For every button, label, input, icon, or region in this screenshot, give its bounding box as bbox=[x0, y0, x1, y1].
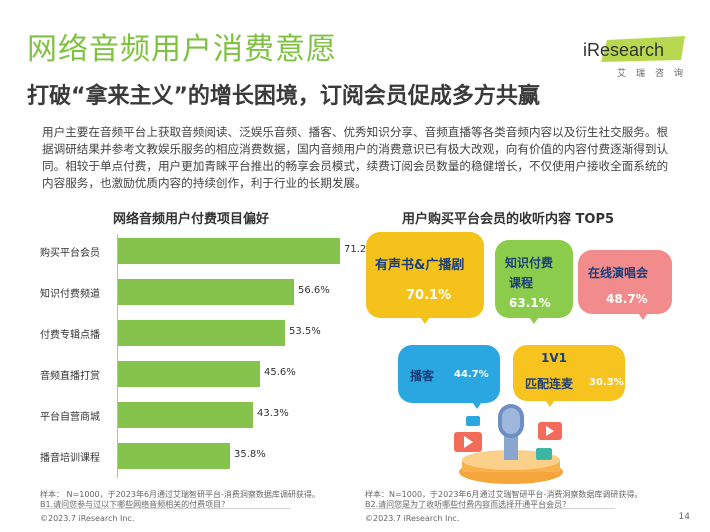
bubble-tail bbox=[470, 399, 484, 409]
bar-row: 知识付费频道 56.6% bbox=[40, 279, 360, 305]
bar-value-label: 56.6% bbox=[298, 285, 330, 296]
bar-category-label: 付费专辑点播 bbox=[40, 330, 100, 341]
bar-row: 平台自营商城 43.3% bbox=[40, 402, 360, 428]
bar-row: 付费专辑点播 53.5% bbox=[40, 320, 360, 346]
page-title: 网络音频用户消费意愿 bbox=[27, 32, 337, 67]
logo-subtitle: 艾瑞咨询 bbox=[617, 69, 694, 79]
right-note-sample: 样本：N=1000，于2023年6月通过艾瑞智研平台-消费洞察数据库调研获得。 bbox=[365, 490, 643, 499]
bar bbox=[118, 238, 340, 264]
left-note-sample: 样本： N=1000，于2023年6月通过艾瑞智研平台-消费洞察数据库调研获得。 bbox=[40, 490, 320, 499]
bubble: 知识付费课程 63.1% bbox=[495, 240, 573, 324]
bubble-tail bbox=[418, 314, 432, 324]
bubble-value: 30.3% bbox=[589, 377, 624, 388]
bubble-value: 63.1% bbox=[509, 296, 551, 310]
bubble-label-line2: 匹配连麦 bbox=[525, 377, 574, 391]
bar-category-label: 购买平台会员 bbox=[40, 248, 100, 259]
bubble-label: 知识付费 bbox=[505, 256, 554, 270]
right-chart-title: 用户购买平台会员的收听内容 TOP5 bbox=[402, 212, 615, 227]
bubble-tail bbox=[527, 314, 541, 324]
right-note-question: B2.请问您是为了收听哪些付费内容而选择开通平台会员？ bbox=[365, 500, 571, 509]
bar-row: 音频直播打赏 45.6% bbox=[40, 361, 360, 387]
bubble-tail bbox=[636, 310, 650, 320]
bar-value-label: 45.6% bbox=[264, 367, 296, 378]
logo-mark-icon bbox=[601, 36, 685, 62]
bar-value-label: 71.2% bbox=[344, 244, 376, 255]
bubble-label: 1V1 bbox=[541, 351, 567, 365]
page-number: 14 bbox=[678, 512, 690, 522]
payment-preference-bar-chart: 购买平台会员 71.2% 知识付费频道 56.6% 付费专辑点播 53.5% 音频直播打赏 4… bbox=[40, 234, 376, 482]
bubble: 有声书&广播剧 70.1% bbox=[366, 232, 484, 324]
bubble-tail bbox=[543, 397, 557, 407]
iresearch-logo: iResearch 艾瑞咨询 bbox=[577, 34, 687, 84]
bubble-value: 48.7% bbox=[606, 292, 648, 306]
bar-value-label: 53.5% bbox=[289, 326, 321, 337]
bubble-label-line2: 课程 bbox=[509, 276, 534, 290]
bar bbox=[118, 279, 294, 305]
bar-category-label: 播音培训课程 bbox=[40, 453, 100, 464]
page-subtitle: 打破“拿来主义”的增长困境，订阅会员促成多方共赢 bbox=[27, 84, 540, 109]
bubble-value: 70.1% bbox=[406, 288, 452, 303]
bar-category-label: 平台自营商城 bbox=[40, 412, 100, 423]
bar-row: 播音培训课程 35.8% bbox=[40, 443, 360, 469]
bar-category-label: 音频直播打赏 bbox=[40, 371, 100, 382]
bubble: 在线演唱会 48.7% bbox=[578, 250, 672, 320]
bubble-label: 有声书&广播剧 bbox=[375, 258, 465, 273]
logo-word: iResearch bbox=[583, 40, 665, 60]
intro-paragraph: 用户主要在音频平台上获取音频阅读、泛娱乐音频、播客、优秀知识分享、音频直播等各类… bbox=[42, 125, 669, 190]
bar-axis bbox=[117, 234, 118, 478]
bar bbox=[118, 320, 285, 346]
bubble: 1V1 匹配连麦 30.3% bbox=[513, 345, 625, 407]
right-footer-rule bbox=[365, 508, 615, 509]
bubble: 播客 44.7% bbox=[398, 345, 500, 409]
microphone-illustration-icon bbox=[454, 404, 563, 484]
copyright-right: ©2023.7 iResearch Inc. bbox=[365, 514, 460, 523]
bubble-label: 在线演唱会 bbox=[588, 266, 649, 280]
left-note-question: B1.请问您参与过以下哪些网络音频相关的付费项目？ bbox=[40, 500, 230, 509]
left-chart-title: 网络音频用户付费项目偏好 bbox=[113, 212, 270, 227]
left-footer-rule bbox=[40, 508, 290, 509]
bar-row: 购买平台会员 71.2% bbox=[40, 238, 376, 264]
bar-value-label: 35.8% bbox=[234, 449, 266, 460]
bar bbox=[118, 443, 230, 469]
bar bbox=[118, 361, 260, 387]
bubble-value: 44.7% bbox=[454, 369, 489, 380]
bubble-label: 播客 bbox=[410, 369, 435, 383]
copyright-left: ©2023.7 iResearch Inc. bbox=[40, 514, 135, 523]
bar-value-label: 43.3% bbox=[257, 408, 289, 419]
bar-category-label: 知识付费频道 bbox=[40, 289, 100, 300]
bar bbox=[118, 402, 253, 428]
